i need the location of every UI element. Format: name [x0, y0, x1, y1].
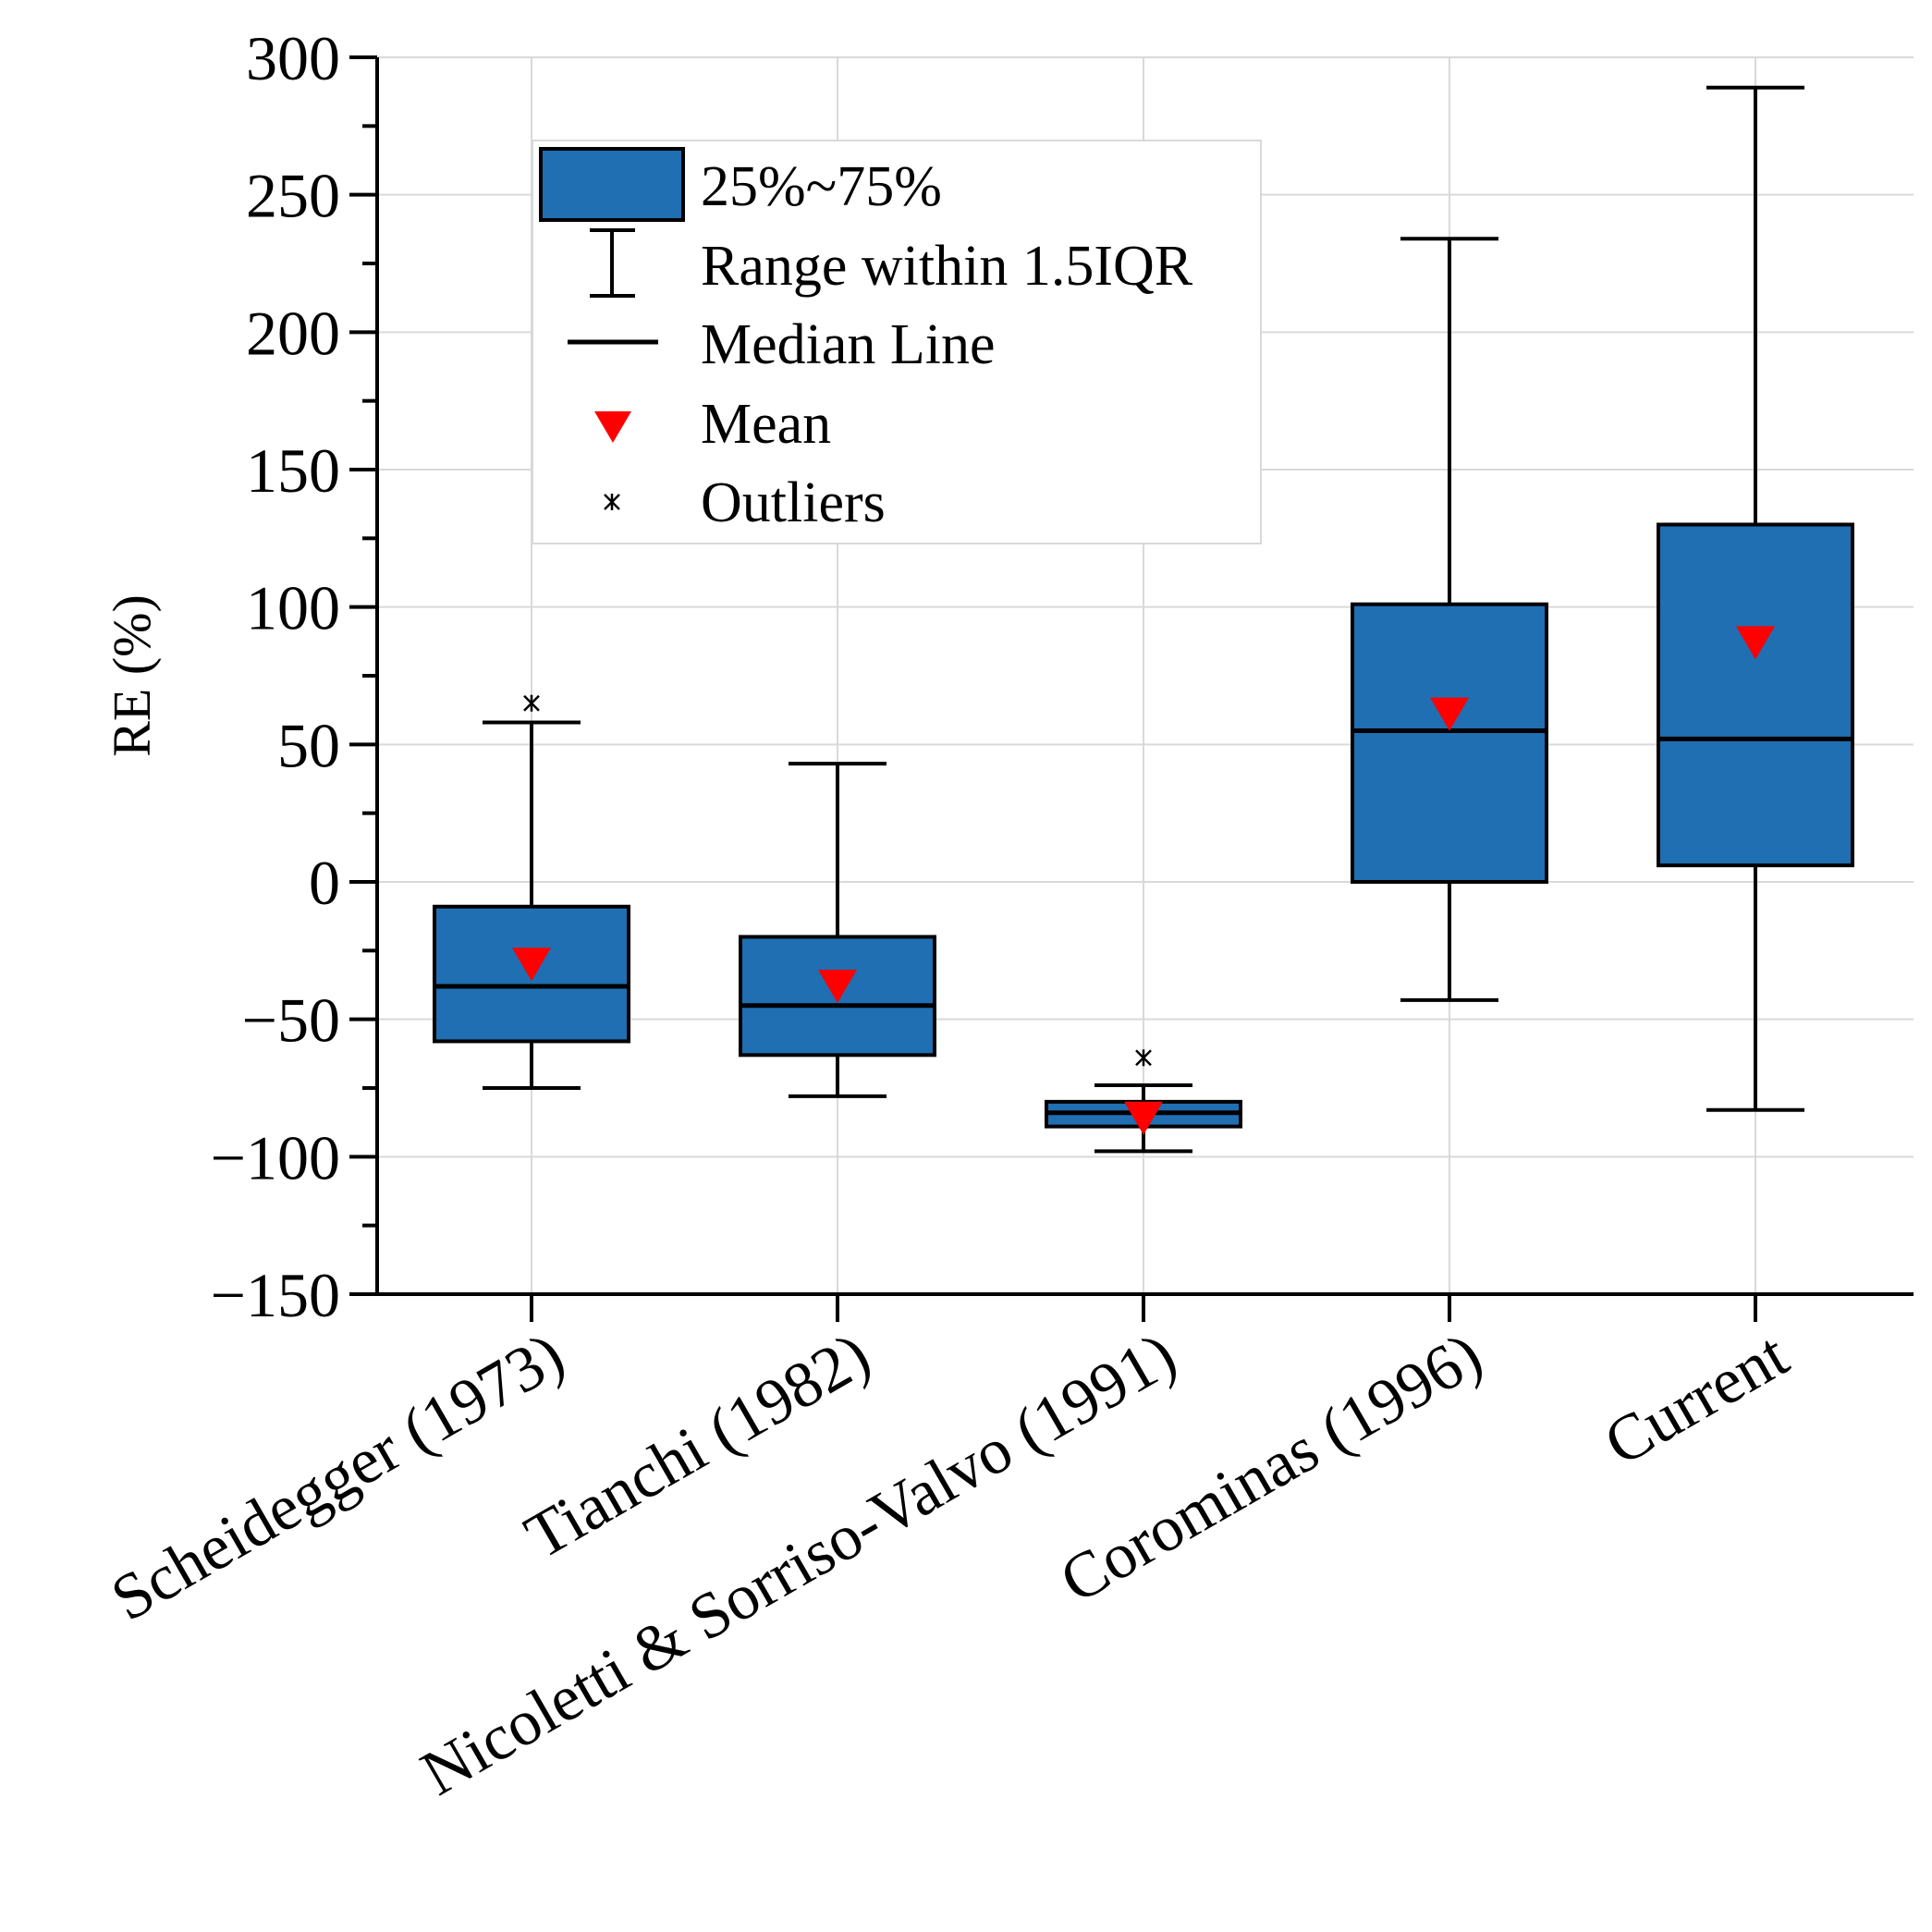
iqr-box — [1657, 522, 1854, 868]
y-axis-title: RE (%) — [102, 594, 162, 757]
legend-label-range: Range within 1.5IQR — [701, 235, 1193, 298]
box-group-3 — [1351, 237, 1548, 1002]
mean-marker — [818, 969, 857, 1003]
mean-marker — [1430, 697, 1469, 731]
legend-range-swatch — [590, 228, 635, 298]
y-tick-label-0: 300 — [246, 23, 340, 93]
mean-marker — [512, 948, 551, 982]
y-tick-label-2: 200 — [246, 298, 340, 368]
y-tick-label-7: −50 — [242, 985, 340, 1056]
mean-marker — [1124, 1101, 1163, 1135]
legend-label-outliers: Outliers — [701, 471, 886, 534]
legend-box-swatch — [539, 147, 685, 222]
y-tick-label-1: 250 — [246, 161, 340, 231]
box-group-1 — [739, 762, 936, 1098]
y-ticks: 300 250 200 150 100 50 0 −50 −100 −150 — [211, 23, 377, 1330]
legend-label-median: Median Line — [701, 313, 996, 376]
x-category-label-0: Scheidegger (1973) — [100, 1319, 576, 1635]
outlier-marker — [1135, 1049, 1152, 1067]
legend-label-box: 25%~75% — [701, 155, 942, 218]
box-group-2 — [1045, 1049, 1242, 1154]
mean-marker — [1736, 626, 1775, 660]
y-tick-label-6: 0 — [309, 848, 340, 918]
legend: 25%~75% Range within 1.5IQR Median Line … — [532, 140, 1262, 544]
y-tick-label-9: −150 — [211, 1260, 340, 1330]
y-tick-label-4: 100 — [246, 573, 340, 643]
y-tick-label-8: −100 — [211, 1122, 340, 1192]
boxes — [433, 85, 1854, 1154]
y-tick-label-5: 50 — [277, 710, 340, 780]
outlier-marker — [523, 694, 540, 712]
iqr-box — [1351, 602, 1548, 885]
x-ticks: Scheidegger (1973)Tianchi (1982)Nicolett… — [100, 1294, 1800, 1810]
x-category-label-4: Current — [1593, 1319, 1800, 1480]
box-group-0 — [433, 694, 630, 1090]
box-group-4 — [1657, 85, 1854, 1112]
legend-label-mean: Mean — [701, 393, 831, 456]
legend-mean-swatch — [594, 411, 631, 443]
legend-outlier-swatch — [604, 494, 620, 510]
y-tick-label-3: 150 — [246, 435, 340, 506]
